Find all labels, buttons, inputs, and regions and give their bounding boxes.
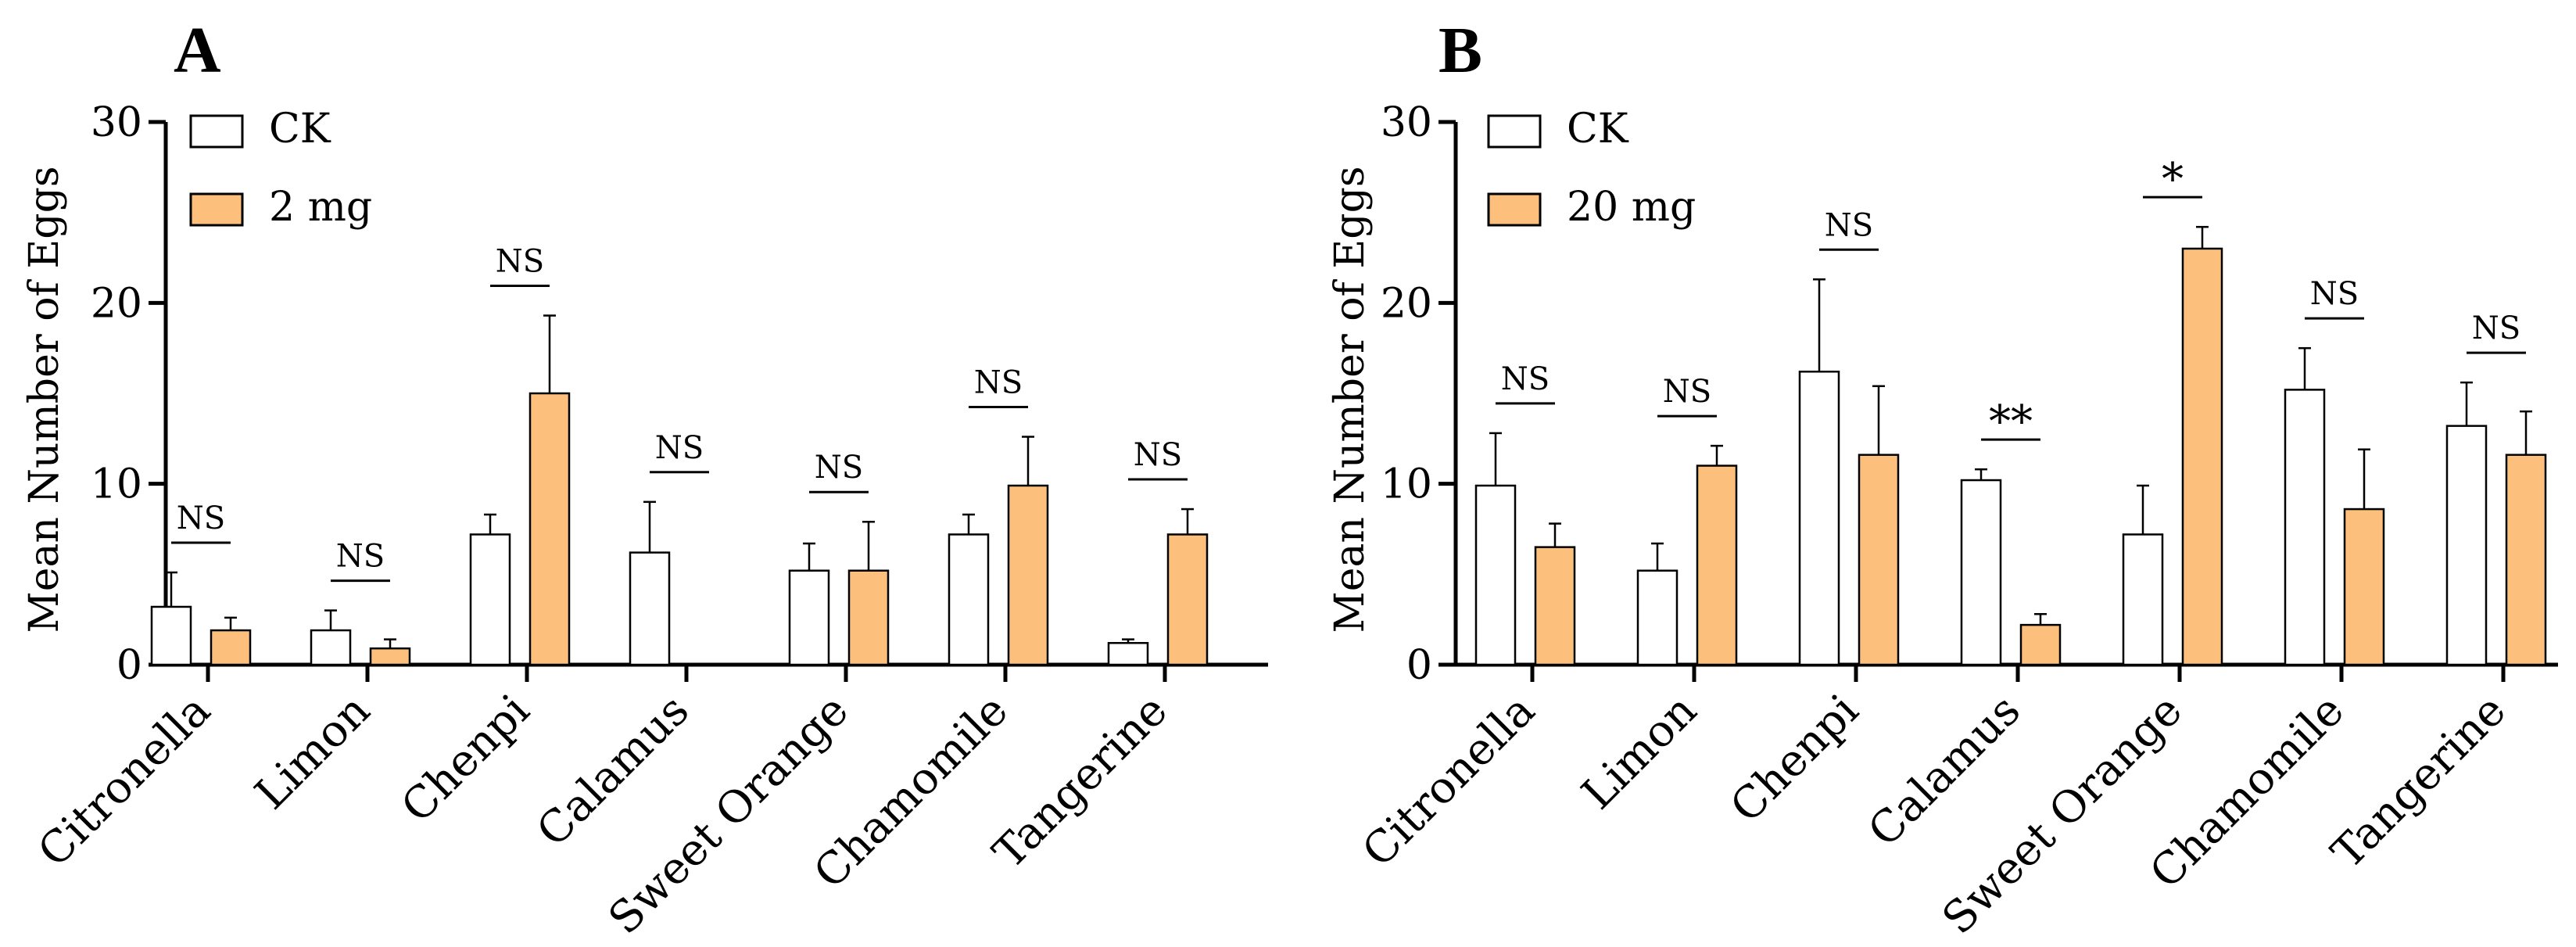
panel-letter: A [174,14,221,87]
legend-label: 20 mg [1567,184,1696,231]
category-label: Chenpi [392,685,539,833]
significance-label: NS [815,450,863,486]
category-label: Calamus [1858,685,2030,857]
y-tick-label: 30 [1381,99,1432,146]
y-tick-label: 0 [116,642,142,689]
significance-label: ** [1989,396,2033,447]
significance-label: NS [496,244,544,280]
legend-label: 2 mg [269,184,372,231]
bar-treatment [2343,508,2385,666]
significance-label: NS [2472,310,2520,346]
y-tick-label: 10 [91,461,142,508]
bar-ck [2445,425,2488,666]
panel-b: B Mean Number of Eggs 0 10 20 30 NS Citronella N… [1327,14,2558,945]
bar-treatment [1534,546,1576,666]
y-tick-label: 30 [91,99,142,146]
legend-swatch [189,114,244,149]
bar-ck [1107,641,1149,666]
bar-ck [469,533,511,666]
category-label: Limon [245,685,380,820]
significance-label: NS [655,430,704,466]
category-label: Tangerine [2322,685,2516,879]
bar-treatment [2019,623,2062,666]
bar-ck [1798,370,1840,666]
bar-treatment [369,647,411,666]
significance-label: * [2162,154,2184,205]
bar-treatment [2181,247,2223,666]
bar-treatment [847,569,890,666]
bar-treatment [1166,533,1209,666]
category-label: Tangerine [983,685,1177,879]
panel-letter: B [1438,14,1482,87]
category-label: Citronella [1352,685,1544,877]
legend-label: CK [269,106,331,152]
category-label: Limon [1572,685,1707,820]
bar-ck [310,629,352,666]
legend-swatch [1487,192,1542,227]
y-tick-label: 10 [1381,461,1432,508]
bar-ck [1636,569,1679,666]
bar-treatment [1007,484,1049,666]
legend-label: CK [1567,106,1629,152]
legend-swatch [189,192,244,227]
y-tick-label: 20 [91,280,142,327]
significance-label: NS [1663,374,1711,410]
y-tick-label: 0 [1406,642,1432,689]
bar-treatment [2505,454,2547,666]
significance-label: NS [2310,276,2359,312]
significance-label: NS [177,500,225,536]
significance-label: NS [1825,207,1873,243]
bar-ck [629,551,671,666]
y-axis-label: Mean Number of Eggs [21,166,68,633]
legend-swatch [1487,114,1542,149]
bar-ck [1960,479,2002,666]
panel-a: A Mean Number of Eggs 0 10 20 30 NS Citronella N… [21,14,1268,945]
bar-treatment [1858,454,1900,666]
bar-treatment [528,392,571,666]
category-label: Citronella [28,685,220,877]
category-label: Calamus [527,685,699,857]
significance-label: NS [1501,361,1550,397]
bar-ck [2122,533,2164,666]
bar-ck [150,605,192,666]
bar-ck [948,533,990,666]
bar-treatment [210,629,252,666]
bar-ck [2284,389,2326,666]
y-tick-label: 20 [1381,280,1432,327]
bar-treatment [1696,465,1738,666]
significance-label: NS [974,365,1023,401]
y-axis-label: Mean Number of Eggs [1327,166,1374,633]
significance-label: NS [1134,437,1182,473]
bar-ck [788,569,830,666]
category-label: Chenpi [1721,685,1868,833]
bar-ck [1474,484,1517,666]
significance-label: NS [336,539,385,575]
